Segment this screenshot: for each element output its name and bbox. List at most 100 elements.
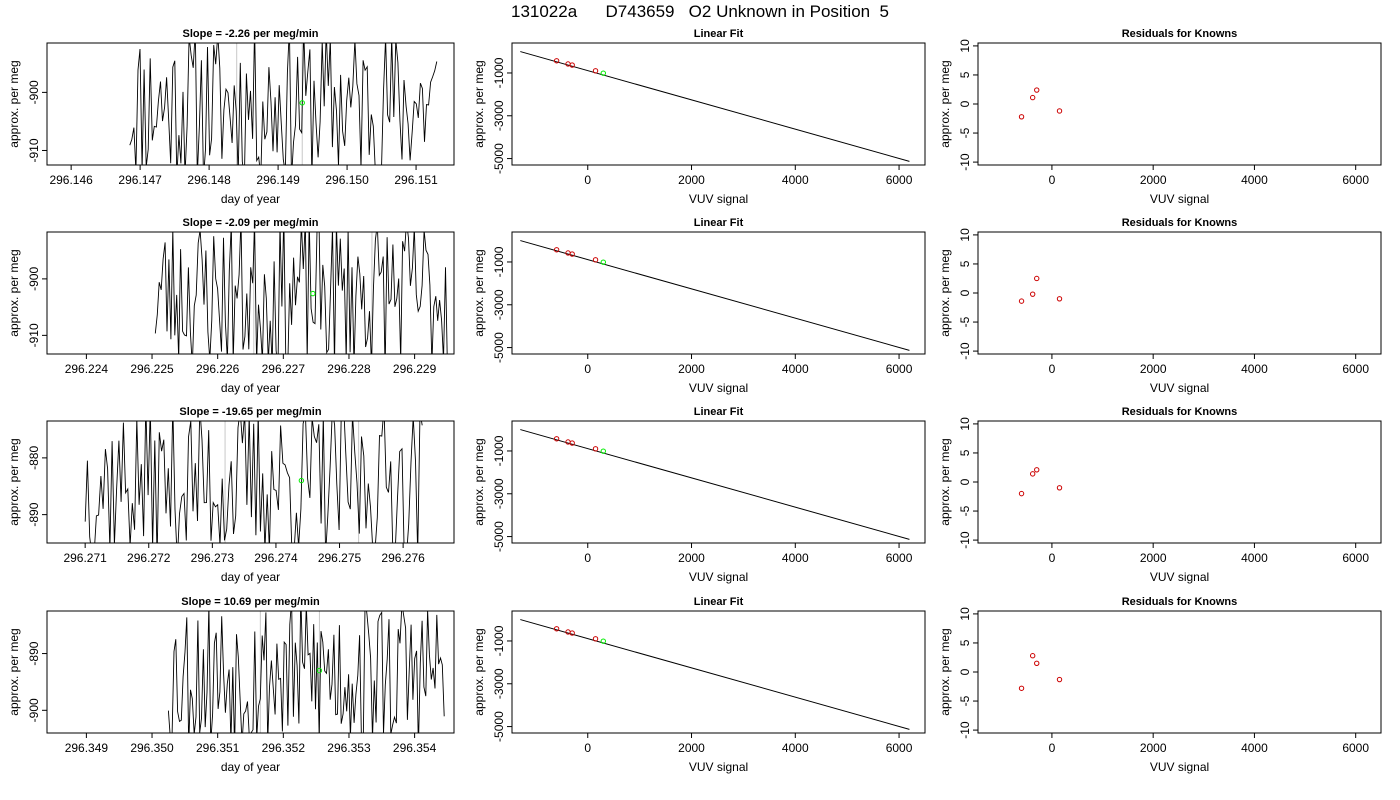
panel-residuals-2: Residuals for Knowns 0 2000 4000 6000 10 5 0 -5 -… [938,217,1382,395]
x-tick-label: 4000 [782,551,809,565]
x-tick-label: 296.354 [393,741,437,755]
x-axis-label: day of year [221,760,280,774]
plot-data [520,240,910,351]
fit-line [520,240,910,351]
unknown-point [299,100,305,106]
y-tick-label: 5 [958,639,972,646]
y-tick-label: 0 [958,289,972,296]
x-axis-label: VUV signal [689,760,748,774]
unknown-point [600,638,607,644]
x-axis-label: VUV signal [1150,192,1209,206]
plot-data [1018,467,1063,497]
y-tick-label: -5 [958,127,972,138]
panel-title: Linear Fit [694,28,744,40]
x-tick-label: 2000 [1140,551,1167,565]
y-tick-label: -10 [958,531,972,549]
known-point [592,636,599,642]
panel-residuals-3: Residuals for Knowns 0 2000 4000 6000 10 5 0 -5 -… [938,406,1382,584]
x-tick-label: 6000 [886,173,913,187]
y-tick-label: 5 [958,71,972,78]
known-point [1029,471,1036,477]
x-tick-label: 0 [1049,551,1056,565]
plot-frame [46,231,455,355]
y-tick-label: -10 [958,721,972,739]
y-tick-label: -5000 [492,521,506,552]
y-axis-label: approx. per meg [472,628,486,715]
x-tick-label: 296.351 [196,741,240,755]
known-point [569,251,575,257]
panel-time-series-3: Slope = -19.65 per meg/min 296.271 296.272… [7,406,455,584]
y-axis-label: approx. per meg [7,249,21,336]
panel-title: Slope = 10.69 per meg/min [181,596,320,608]
plot-data [1018,87,1063,120]
panel-title: Linear Fit [694,596,744,608]
panel-time-series-1: Slope = -2.26 per meg/min 296.146 296.147 2… [7,28,455,206]
fit-line [520,619,910,730]
x-axis-label: day of year [221,381,280,395]
x-tick-label: 4000 [1241,362,1268,376]
known-point [592,446,599,452]
y-axis-label: approx. per meg [472,438,486,525]
panel-time-series-4: Slope = 10.69 per meg/min 296.349 296.350 2… [7,596,455,774]
y-tick-label: -5000 [492,332,506,363]
known-point [1034,660,1040,666]
x-tick-label: 6000 [1342,173,1369,187]
known-point [1056,676,1063,683]
x-tick-label: 296.228 [327,362,371,376]
known-point [1029,653,1036,659]
x-tick-label: 2000 [1140,362,1167,376]
y-tick-label: -1000 [492,57,506,88]
plot-data [520,429,910,540]
panel-title: Slope = -2.26 per meg/min [182,28,318,40]
known-point [1056,296,1063,302]
x-tick-label: 2000 [678,741,705,755]
y-tick-label: -1000 [492,246,506,277]
plot-data [1018,653,1063,691]
x-tick-label: 296.148 [187,173,231,187]
y-tick-label: -5 [958,316,972,327]
known-point [1018,490,1025,497]
y-tick-label: 0 [958,478,972,485]
y-tick-label: 10 [958,607,972,621]
known-point [569,62,575,68]
plot-frame [46,420,455,544]
plot-frame [511,42,926,166]
data-trace [154,232,448,354]
x-tick-label: 6000 [886,741,913,755]
known-point [1034,275,1040,282]
panel-time-series-2: Slope = -2.09 per meg/min 296.224 296.225 2… [7,217,455,395]
plot-data [154,232,448,354]
panel-title: Residuals for Knowns [1122,28,1238,40]
y-tick-label: 10 [958,228,972,242]
x-tick-label: 296.224 [65,362,109,376]
unknown-point [316,667,323,674]
x-tick-label: 296.349 [65,741,109,755]
x-axis-label: VUV signal [1150,570,1209,584]
x-tick-label: 0 [1049,173,1056,187]
x-tick-label: 2000 [678,173,705,187]
known-point [1018,298,1025,304]
x-tick-label: 296.271 [63,551,107,565]
x-tick-label: 4000 [782,362,809,376]
known-point [1034,87,1040,93]
panel-linear-fit-4: Linear Fit 0 2000 4000 6000 -1000 -3000 -5000 VU… [472,596,926,774]
y-tick-label: -900 [27,80,41,104]
x-tick-label: 296.272 [127,551,171,565]
known-point [569,630,575,636]
known-point [569,440,575,446]
panel-title: Slope = -2.09 per meg/min [182,217,318,229]
y-tick-label: -5 [958,505,972,516]
x-tick-label: 2000 [678,551,705,565]
panel-title: Residuals for Knowns [1122,596,1238,608]
plot-frame [977,231,1382,355]
x-tick-label: 2000 [678,362,705,376]
x-axis-label: VUV signal [689,381,748,395]
known-point [553,58,560,64]
x-tick-label: 296.227 [262,362,306,376]
y-tick-label: -880 [27,446,41,470]
y-axis-label: approx. per meg [7,438,21,525]
y-tick-label: -10 [958,342,972,360]
known-point [592,68,599,74]
y-tick-label: -900 [27,698,41,722]
